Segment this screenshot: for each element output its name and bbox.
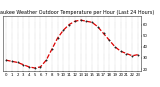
Title: Milwaukee Weather Outdoor Temperature per Hour (Last 24 Hours): Milwaukee Weather Outdoor Temperature pe…	[0, 10, 155, 15]
